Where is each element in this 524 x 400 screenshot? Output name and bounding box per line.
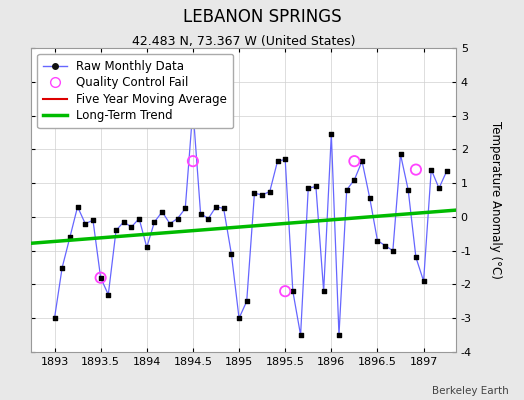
Point bbox=[335, 332, 343, 338]
Point bbox=[89, 217, 97, 224]
Point bbox=[266, 188, 274, 195]
Text: LEBANON SPRINGS: LEBANON SPRINGS bbox=[183, 8, 341, 26]
Point bbox=[281, 156, 289, 163]
Point bbox=[358, 158, 366, 164]
Point bbox=[66, 234, 74, 240]
Point bbox=[396, 151, 405, 158]
Point bbox=[281, 288, 289, 294]
Point bbox=[274, 158, 282, 164]
Point bbox=[158, 209, 167, 215]
Title: 42.483 N, 73.367 W (United States): 42.483 N, 73.367 W (United States) bbox=[132, 35, 355, 48]
Point bbox=[343, 187, 351, 193]
Point bbox=[212, 204, 220, 210]
Point bbox=[419, 278, 428, 284]
Point bbox=[58, 264, 67, 271]
Point bbox=[304, 185, 312, 191]
Text: Berkeley Earth: Berkeley Earth bbox=[432, 386, 508, 396]
Point bbox=[189, 158, 197, 164]
Point bbox=[381, 242, 389, 249]
Point bbox=[150, 219, 159, 225]
Point bbox=[373, 237, 381, 244]
Point bbox=[204, 215, 213, 222]
Point bbox=[220, 205, 228, 212]
Point bbox=[350, 176, 358, 183]
Point bbox=[427, 166, 435, 173]
Y-axis label: Temperature Anomaly (°C): Temperature Anomaly (°C) bbox=[488, 121, 501, 279]
Point bbox=[96, 274, 105, 281]
Point bbox=[81, 220, 90, 227]
Point bbox=[227, 251, 236, 257]
Point bbox=[235, 315, 243, 322]
Point bbox=[181, 205, 190, 212]
Point bbox=[50, 315, 59, 322]
Point bbox=[127, 224, 136, 230]
Point bbox=[196, 210, 205, 217]
Point bbox=[297, 332, 305, 338]
Point bbox=[104, 291, 113, 298]
Point bbox=[250, 190, 259, 196]
Point bbox=[243, 298, 251, 304]
Point bbox=[166, 220, 174, 227]
Point bbox=[135, 215, 143, 222]
Legend: Raw Monthly Data, Quality Control Fail, Five Year Moving Average, Long-Term Tren: Raw Monthly Data, Quality Control Fail, … bbox=[37, 54, 233, 128]
Point bbox=[327, 131, 335, 137]
Point bbox=[96, 274, 105, 281]
Point bbox=[312, 183, 320, 190]
Point bbox=[112, 227, 120, 234]
Point bbox=[366, 195, 374, 202]
Point bbox=[350, 158, 358, 164]
Point bbox=[289, 288, 297, 294]
Point bbox=[73, 204, 82, 210]
Point bbox=[143, 244, 151, 250]
Point bbox=[258, 192, 266, 198]
Point bbox=[119, 219, 128, 225]
Point bbox=[412, 254, 420, 261]
Point bbox=[412, 166, 420, 173]
Point bbox=[320, 288, 328, 294]
Point bbox=[389, 248, 397, 254]
Point bbox=[173, 215, 182, 222]
Point bbox=[442, 168, 451, 174]
Point bbox=[404, 187, 412, 193]
Point bbox=[435, 185, 443, 191]
Point bbox=[189, 106, 197, 112]
